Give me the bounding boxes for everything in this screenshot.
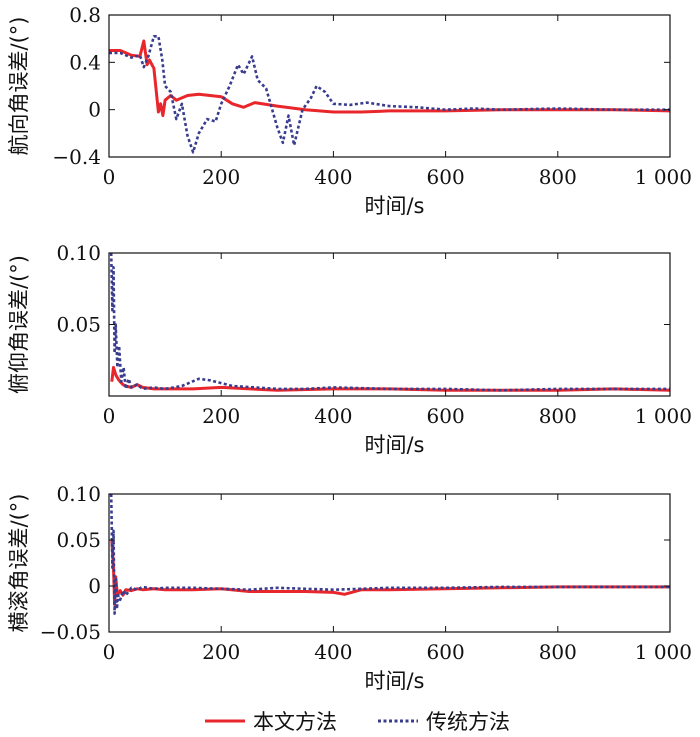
plot-frame (108, 252, 671, 397)
y-axis-title: 俯仰角误差/(°) (7, 255, 31, 394)
series-proposed-roll (110, 539, 670, 606)
x-tick-label: 200 (202, 640, 240, 664)
x-tick-label: 600 (427, 404, 465, 428)
legend: 本文方法 传统方法 (205, 710, 510, 734)
x-tick-label: 800 (539, 404, 577, 428)
y-tick-label: −0.05 (40, 620, 101, 644)
chart-heading: 0 200 400 600 800 1 000−0.400.40.8时间/s航向角误差/(… (7, 3, 692, 218)
y-tick-label: 0.05 (56, 313, 101, 337)
x-tick-label: 800 (539, 640, 577, 664)
plot-frame (108, 14, 671, 158)
y-tick-label: −0.4 (52, 145, 101, 169)
x-tick-label: 800 (539, 165, 577, 189)
x-tick-label: 0 (103, 404, 116, 428)
x-tick-label: 200 (202, 165, 240, 189)
x-tick-label: 400 (314, 165, 352, 189)
series-traditional-pitch (109, 253, 670, 392)
x-tick-label: 600 (427, 165, 465, 189)
x-axis-title: 时间/s (364, 669, 424, 693)
plot-frame (108, 493, 671, 633)
y-tick-label: 0 (88, 574, 101, 598)
series-proposed-heading (109, 39, 670, 118)
y-axis-title: 航向角误差/(°) (7, 17, 31, 156)
x-tick-label: 200 (202, 404, 240, 428)
x-tick-label: 400 (314, 640, 352, 664)
legend-label-traditional: 传统方法 (426, 710, 510, 734)
y-tick-label: 0.8 (69, 3, 101, 27)
y-tick-label: 0.4 (69, 50, 101, 74)
x-tick-label: 1 000 (635, 165, 692, 189)
x-axis-title: 时间/s (364, 194, 424, 218)
x-tick-label: 400 (314, 404, 352, 428)
chart-roll: 0 200 400 600 800 1 000−0.0500.050.10时间/s横滚角误… (7, 482, 692, 693)
y-axis-title: 横滚角误差/(°) (7, 494, 31, 633)
y-tick-label: 0.05 (56, 528, 101, 552)
x-tick-label: 600 (427, 640, 465, 664)
x-tick-label: 0 (103, 165, 116, 189)
legend-label-proposed: 本文方法 (253, 710, 337, 734)
y-tick-label: 0.10 (56, 241, 101, 265)
series-proposed-pitch (110, 365, 670, 392)
x-axis-title: 时间/s (364, 433, 424, 457)
y-tick-label: 0.10 (56, 482, 101, 506)
series-traditional-roll (109, 494, 670, 615)
x-tick-label: 0 (103, 640, 116, 664)
x-tick-label: 1 000 (635, 640, 692, 664)
y-tick-label: 0 (88, 98, 101, 122)
x-tick-label: 1 000 (635, 404, 692, 428)
chart-pitch: 0 200 400 600 800 1 000 0.05 0.10 时间/s 俯仰角误差/(°) (7, 241, 692, 457)
